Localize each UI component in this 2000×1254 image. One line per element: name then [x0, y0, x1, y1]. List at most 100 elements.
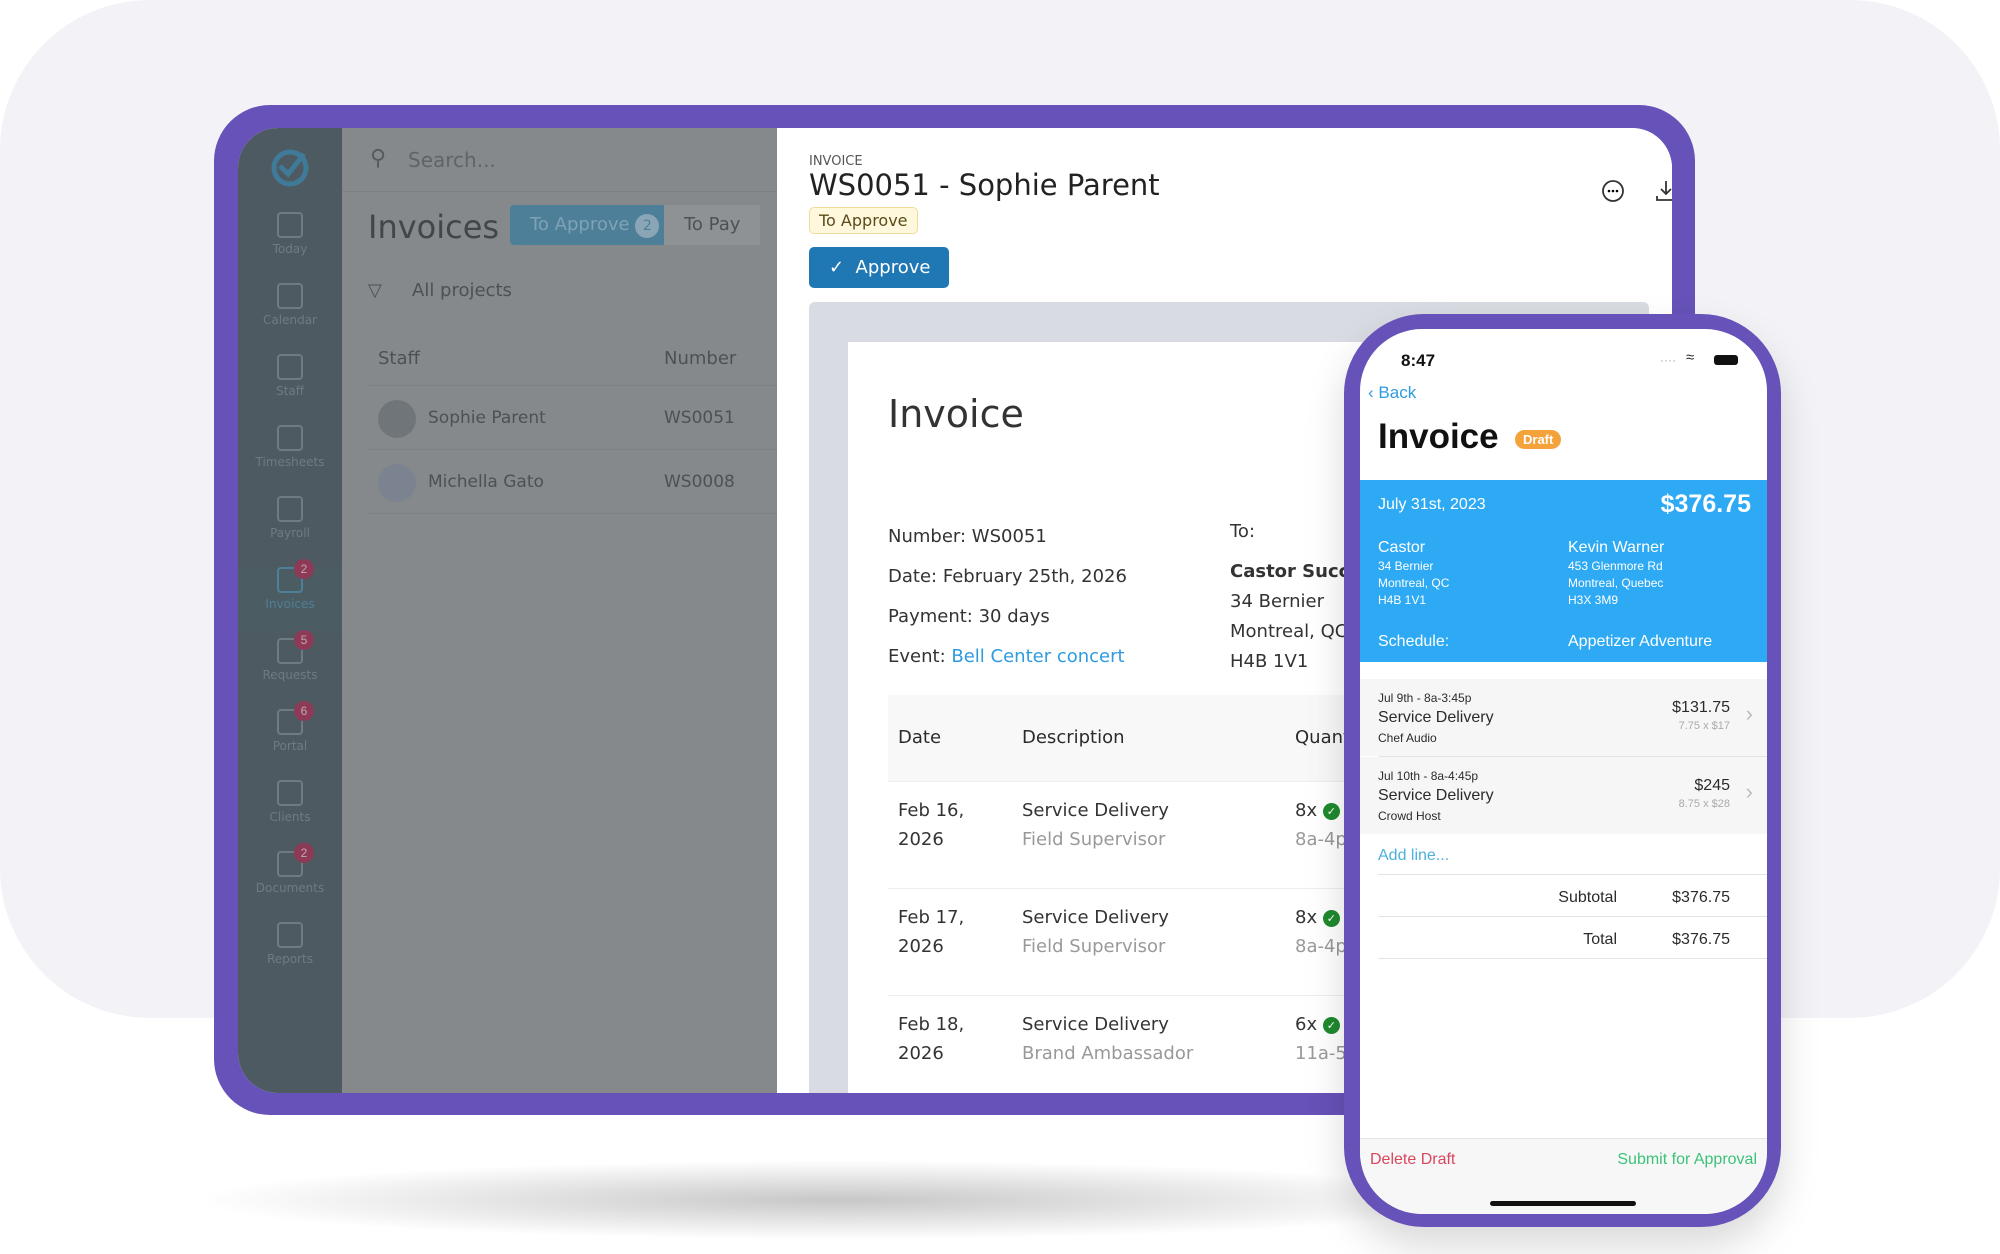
sidebar: Today Calendar Staff Timesheets Payroll Invoi…: [238, 128, 342, 1093]
item-title: Service Delivery: [1378, 787, 1494, 804]
row-role: Brand Ambassador: [1022, 1043, 1194, 1064]
clock-icon: [277, 425, 303, 451]
wifi-icon: ≈: [1686, 349, 1695, 366]
column-date: Date: [898, 727, 942, 748]
check-icon: ✓: [829, 257, 845, 278]
tab-label: To Approve: [530, 214, 630, 235]
row-date: Feb 17,: [898, 907, 965, 928]
to-name: Castor Succe: [1230, 561, 1362, 582]
item-calc: 8.75 x $28: [1678, 798, 1730, 810]
event-link[interactable]: Bell Center concert: [951, 646, 1125, 667]
invoice-meta: Number: WS0051 Date: February 25th, 2026…: [888, 517, 1127, 677]
search-icon: ⚲: [370, 146, 387, 171]
bill-to: To: Castor Succe 34 Bernier Montreal, QC…: [1230, 517, 1362, 677]
number-label: Number:: [888, 526, 967, 547]
home-indicator: [1490, 1201, 1636, 1206]
invoice-summary-card: July 31st, 2023 $376.75 Castor 34 Bernier…: [1360, 480, 1767, 662]
chevron-right-icon: ›: [1745, 779, 1753, 804]
row-date: Feb 16,: [898, 800, 965, 821]
sidebar-item-clients[interactable]: Clients: [238, 780, 342, 846]
item-title: Service Delivery: [1378, 709, 1494, 726]
schedule-label: Schedule:: [1378, 633, 1450, 650]
table-row[interactable]: Feb 16, 2026 Service Delivery Field Superv…: [888, 782, 1628, 889]
table-row[interactable]: Michella Gato WS0008: [368, 450, 777, 514]
column-quantity: Quant: [1295, 727, 1351, 748]
approve-button[interactable]: ✓ Approve: [809, 247, 949, 288]
avatar: [378, 400, 416, 438]
sidebar-item-label: Payroll: [270, 526, 310, 540]
delete-draft-button[interactable]: Delete Draft: [1370, 1151, 1456, 1168]
to-address-line: 34 Bernier: [1230, 591, 1325, 612]
project-filter-dropdown[interactable]: All projects: [412, 280, 512, 301]
divider: [1378, 756, 1767, 757]
row-time: 8a-4p: [1295, 936, 1347, 957]
eyebrow-label: INVOICE: [809, 154, 863, 169]
row-year: 2026: [898, 1043, 944, 1064]
subtotal-label: Subtotal: [1558, 889, 1617, 906]
check-circle-icon: ✓: [1322, 803, 1340, 820]
payment-label: Payment:: [888, 606, 973, 627]
address-line: H3X 3M9: [1568, 593, 1619, 607]
sidebar-item-documents[interactable]: Documents 2: [238, 843, 342, 917]
divider: [1378, 958, 1767, 959]
sidebar-item-label: Today: [272, 242, 308, 256]
table-row[interactable]: Feb 18, 2026 Service Delivery Brand Ambass…: [888, 996, 1628, 1093]
line-item[interactable]: Jul 10th - 8a-4:45p Service Delivery Crowd…: [1360, 757, 1767, 834]
sidebar-item-label: Staff: [276, 384, 304, 398]
status-badge: To Approve: [809, 207, 918, 234]
row-description: Service Delivery: [1022, 907, 1169, 928]
sidebar-item-label: Calendar: [263, 313, 317, 327]
sidebar-item-portal[interactable]: Portal 6: [238, 701, 342, 775]
bottom-action-bar: Delete Draft Submit for Approval: [1360, 1138, 1767, 1214]
sidebar-item-timesheets[interactable]: Timesheets: [238, 425, 342, 491]
submit-for-approval-button[interactable]: Submit for Approval: [1617, 1151, 1757, 1168]
item-when: Jul 10th - 8a-4:45p: [1378, 769, 1479, 783]
sidebar-item-reports[interactable]: Reports: [238, 922, 342, 988]
back-button[interactable]: ‹ Back: [1368, 383, 1416, 403]
paper-heading: Invoice: [888, 392, 1024, 436]
phone-title: Invoice: [1378, 417, 1499, 456]
row-time: 8a-4p: [1295, 829, 1347, 850]
to-address: Kevin Warner 453 Glenmore Rd Montreal, Que…: [1568, 538, 1664, 609]
add-line-button[interactable]: Add line...: [1378, 847, 1450, 864]
app-logo: [271, 149, 309, 187]
sidebar-item-staff[interactable]: Staff: [238, 354, 342, 420]
sidebar-item-today[interactable]: Today: [238, 212, 342, 278]
tab-to-pay[interactable]: To Pay: [664, 205, 761, 245]
search-bar[interactable]: ⚲ Search...: [342, 128, 777, 192]
invoice-list-pane: ⚲ Search... Invoices To Approve 2 To Pay…: [342, 128, 777, 1093]
sidebar-item-requests[interactable]: Requests 5: [238, 630, 342, 704]
table-row[interactable]: Sophie Parent WS0051: [368, 386, 777, 450]
table-row[interactable]: Feb 17, 2026 Service Delivery Field Superv…: [888, 889, 1628, 996]
comment-icon[interactable]: [1600, 178, 1626, 204]
row-role: Field Supervisor: [1022, 936, 1166, 957]
address-line: Montreal, QC: [1378, 576, 1450, 590]
approve-label: Approve: [855, 257, 931, 278]
staff-name: Sophie Parent: [428, 408, 546, 428]
sidebar-item-invoices[interactable]: Invoices 2: [238, 559, 342, 633]
item-when: Jul 9th - 8a-3:45p: [1378, 691, 1472, 705]
chevron-right-icon: ›: [1745, 701, 1753, 726]
date-label: Date:: [888, 566, 938, 587]
sidebar-item-payroll[interactable]: Payroll: [238, 496, 342, 562]
tab-to-approve[interactable]: To Approve 2: [510, 205, 680, 245]
invoice-number: WS0008: [664, 472, 735, 492]
tab-count-badge: 2: [635, 214, 660, 238]
column-number: Number: [664, 348, 737, 369]
sidebar-item-calendar[interactable]: Calendar: [238, 283, 342, 349]
to-address-line: H4B 1V1: [1230, 651, 1309, 672]
notification-badge: 2: [294, 559, 314, 579]
phone-screen: 8:47 ···· ≈ ‹ Back Invoice Draft July 31…: [1360, 329, 1767, 1214]
total-value: $376.75: [1672, 931, 1730, 948]
check-circle-icon: ✓: [1322, 910, 1340, 927]
line-item[interactable]: Jul 9th - 8a-3:45p Service Delivery Chef A…: [1360, 679, 1767, 757]
search-input[interactable]: Search...: [408, 148, 496, 172]
sidebar-item-label: Timesheets: [255, 455, 325, 469]
chevron-left-icon: ‹: [1368, 383, 1374, 402]
to-label: To:: [1230, 521, 1256, 542]
divider: [1378, 916, 1767, 917]
invoice-number: WS0051: [664, 408, 735, 428]
clients-icon: [277, 780, 303, 806]
download-icon[interactable]: [1653, 178, 1672, 204]
row-description: Service Delivery: [1022, 800, 1169, 821]
